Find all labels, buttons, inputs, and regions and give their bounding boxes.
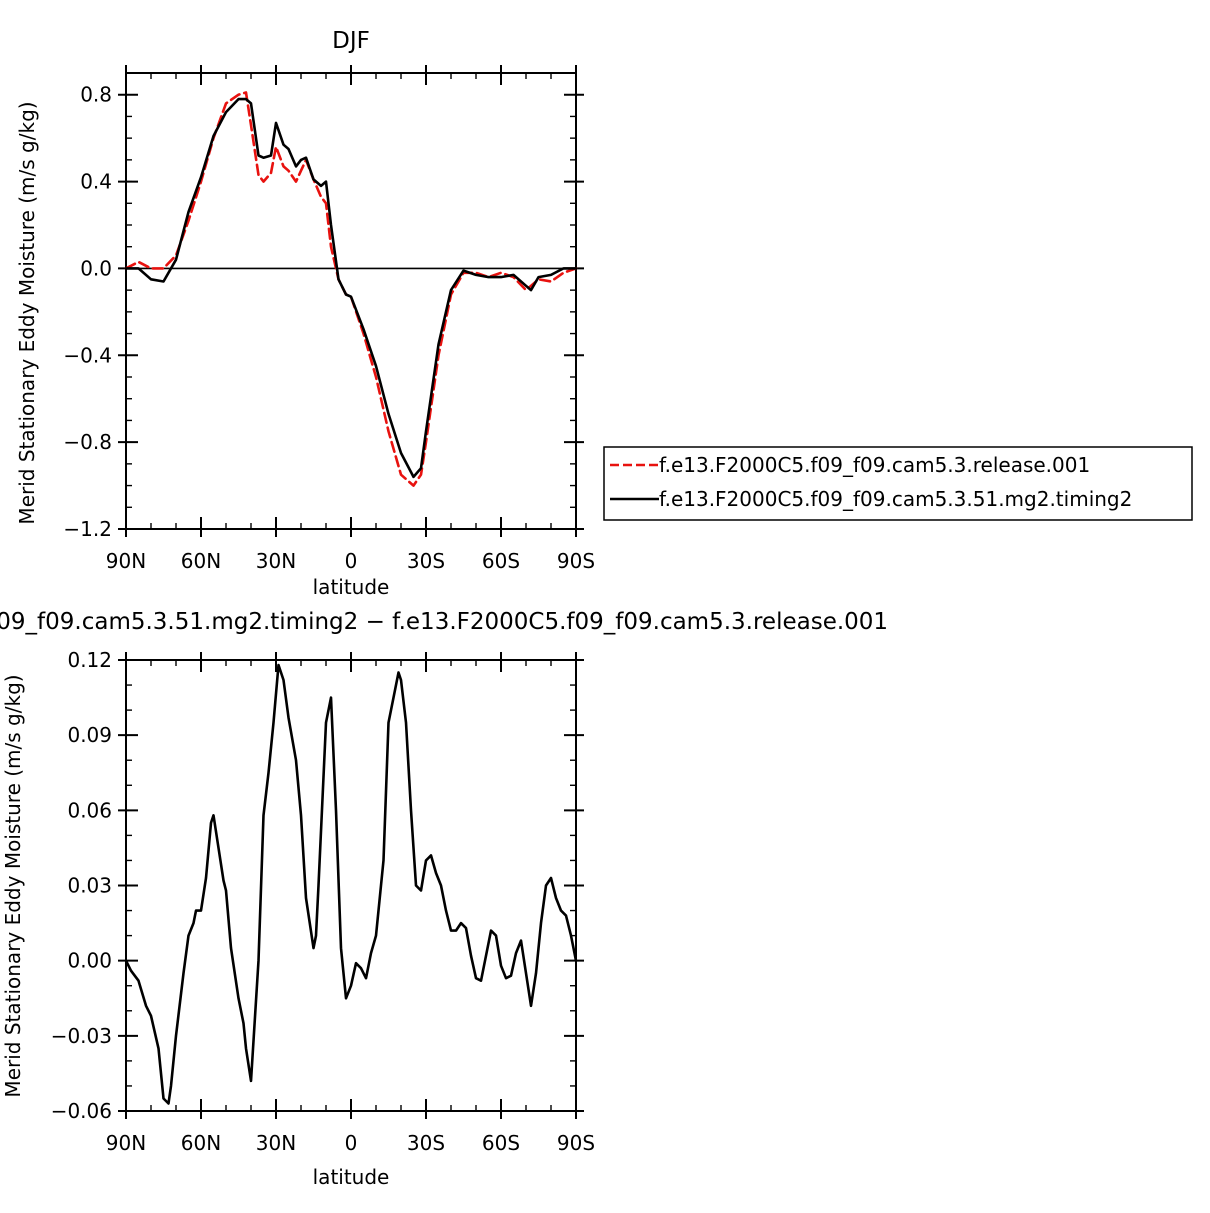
y-tick-label: −0.8 <box>63 430 112 454</box>
legend-label-timing2: f.e13.F2000C5.f09_f09.cam5.3.51.mg2.timi… <box>659 487 1132 511</box>
y-tick-label: 0.12 <box>67 648 112 672</box>
y-tick-label: −0.4 <box>63 343 112 367</box>
top-panel-xlabel: latitude <box>313 575 390 599</box>
bottom-panel-title: f.e13.F2000C5.f09_f09.cam5.3.51.mg2.timi… <box>0 609 888 635</box>
x-tick-label: 60N <box>181 549 221 573</box>
y-tick-label: 0.0 <box>80 256 112 280</box>
x-tick-label: 90N <box>106 1131 146 1155</box>
series-line-0 <box>124 91 578 487</box>
top-panel: DJF latitude Merid Stationary Eddy Moist… <box>15 28 1193 599</box>
top-panel-ylabel: Merid Stationary Eddy Moisture (m/s g/kg… <box>15 101 39 524</box>
x-tick-label: 60S <box>482 549 520 573</box>
x-tick-label: 0 <box>345 1131 358 1155</box>
y-tick-label: −0.06 <box>51 1099 112 1123</box>
x-tick-label: 30S <box>407 1131 445 1155</box>
series-line-0 <box>124 663 578 1105</box>
x-tick-label: 30S <box>407 549 445 573</box>
y-tick-label: −1.2 <box>63 517 112 541</box>
bottom-panel-ylabel: Merid Stationary Eddy Moisture (m/s g/kg… <box>1 674 25 1097</box>
y-tick-label: 0.4 <box>80 170 112 194</box>
x-tick-label: 90N <box>106 549 146 573</box>
bottom-panel-xlabel: latitude <box>313 1165 390 1189</box>
y-tick-label: 0.03 <box>67 874 112 898</box>
y-tick-label: 0.00 <box>67 949 112 973</box>
legend: f.e13.F2000C5.f09_f09.cam5.3.release.001… <box>603 446 1193 521</box>
legend-label-release: f.e13.F2000C5.f09_f09.cam5.3.release.001 <box>659 453 1090 477</box>
x-tick-label: 30N <box>256 549 296 573</box>
y-tick-label: −0.03 <box>51 1024 112 1048</box>
series-line-1 <box>124 97 578 479</box>
x-tick-label: 60S <box>482 1131 520 1155</box>
y-tick-label: 0.06 <box>67 798 112 822</box>
plot-frame <box>125 72 577 530</box>
x-tick-label: 0 <box>345 549 358 573</box>
x-tick-label: 90S <box>557 1131 595 1155</box>
x-tick-label: 60N <box>181 1131 221 1155</box>
y-tick-label: 0.09 <box>67 723 112 747</box>
legend-box <box>603 446 1193 521</box>
x-tick-label: 30N <box>256 1131 296 1155</box>
plot-frame <box>125 659 577 1112</box>
bottom-panel: f.e13.F2000C5.f09_f09.cam5.3.51.mg2.timi… <box>0 609 888 1189</box>
y-tick-label: 0.8 <box>80 83 112 107</box>
top-panel-title: DJF <box>332 28 370 54</box>
x-tick-label: 90S <box>557 549 595 573</box>
